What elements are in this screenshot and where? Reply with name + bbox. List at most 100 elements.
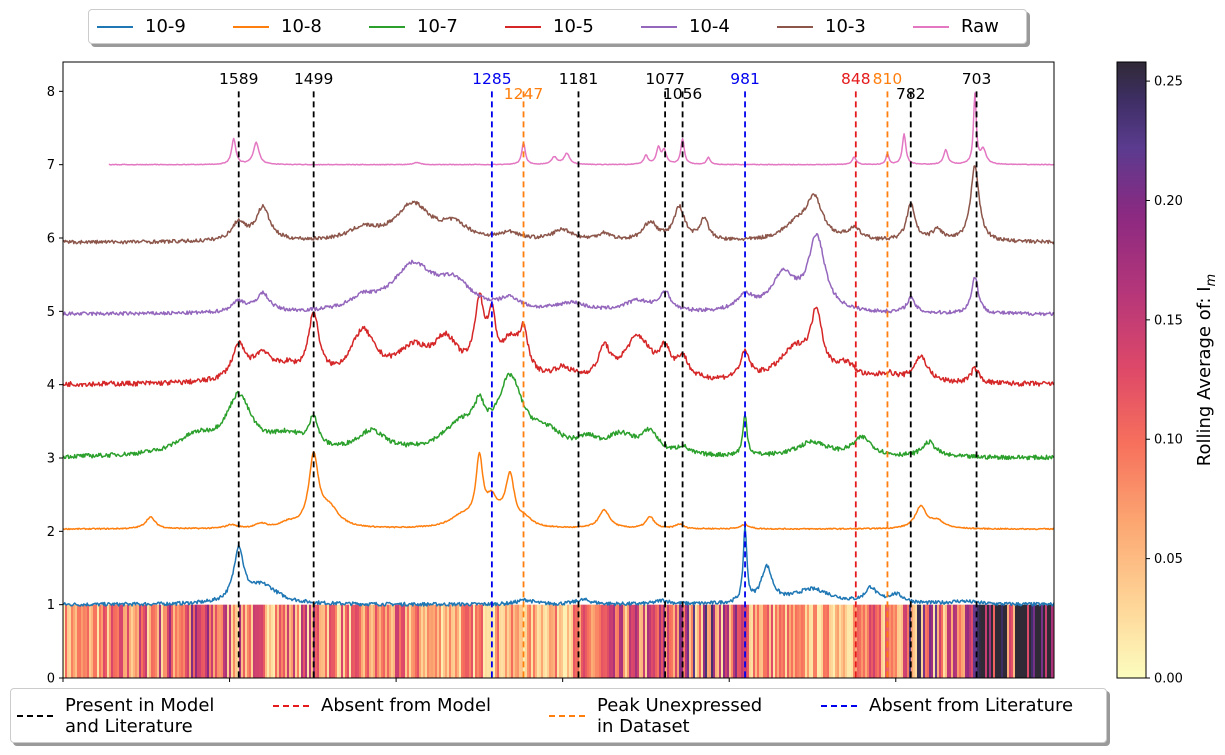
heatmap-cell (939, 604, 942, 678)
heatmap-cell (323, 604, 326, 678)
heatmap-cell (73, 604, 76, 678)
heatmap-cell (877, 604, 880, 678)
legend-swatch (821, 704, 857, 707)
heatmap-cell (189, 604, 192, 678)
heatmap-cell (309, 604, 312, 678)
heatmap-cell (869, 604, 872, 678)
heatmap-cell (113, 604, 116, 678)
heatmap-cell (93, 604, 96, 678)
vline-label-848: 848 (841, 70, 871, 88)
heatmap-cell (391, 604, 394, 678)
heatmap-cell (377, 604, 380, 678)
heatmap-cell (67, 604, 70, 678)
heatmap-cell (641, 604, 644, 678)
heatmap-cell (75, 604, 78, 678)
heatmap-cell (243, 604, 246, 678)
heatmap-cell (1003, 604, 1006, 678)
legend-label: Absent from Model (321, 695, 492, 716)
legend-swatch (777, 25, 813, 28)
heatmap-cell (233, 604, 236, 678)
heatmap-cell (999, 604, 1002, 678)
heatmap-cell (293, 604, 296, 678)
heatmap-cell (361, 604, 364, 678)
heatmap-cell (337, 604, 340, 678)
heatmap-cell (435, 604, 438, 678)
series-line-10-7 (63, 372, 1054, 461)
heatmap-cell (147, 604, 150, 678)
heatmap-cell (307, 604, 310, 678)
heatmap-cell (319, 604, 322, 678)
heatmap-cell (961, 604, 964, 678)
heatmap-cell (595, 604, 598, 678)
heatmap-cell (799, 604, 802, 678)
heatmap-cell (325, 604, 328, 678)
heatmap-cell (849, 604, 852, 678)
heatmap-cell (115, 604, 118, 678)
heatmap-cell (699, 604, 702, 678)
heatmap-cell (483, 604, 486, 678)
heatmap-cell (1041, 604, 1044, 678)
legend-label: Absent from Literature (869, 695, 1074, 716)
heatmap-cell (997, 604, 1000, 678)
heatmap-cell (921, 604, 924, 678)
series-line-Raw (108, 92, 1054, 166)
heatmap-cell (103, 604, 106, 678)
heatmap-cell (935, 604, 938, 678)
heatmap-cell (881, 604, 884, 678)
heatmap-cell (443, 604, 446, 678)
y-tick-label: 5 (47, 305, 55, 320)
heatmap-cell (217, 604, 220, 678)
heatmap-cell (803, 604, 806, 678)
heatmap-cell (201, 604, 204, 678)
heatmap-cell (783, 604, 786, 678)
heatmap-cell (263, 604, 266, 678)
heatmap-cell (959, 604, 962, 678)
heatmap-cell (471, 604, 474, 678)
legend-swatch (273, 704, 309, 707)
heatmap-cell (763, 604, 766, 678)
heatmap-cell (141, 604, 144, 678)
colorbar-tick-label: 0.15 (1154, 313, 1183, 328)
heatmap-cell (91, 604, 94, 678)
heatmap-cell (575, 604, 578, 678)
heatmap-cell (415, 604, 418, 678)
heatmap-cell (807, 604, 810, 678)
heatmap-cell (1033, 604, 1036, 678)
heatmap-cell (277, 604, 280, 678)
y-tick-label: 8 (47, 85, 55, 100)
heatmap-cell (373, 604, 376, 678)
heatmap-cell (717, 604, 720, 678)
heatmap-cell (209, 604, 212, 678)
heatmap-cell (329, 604, 332, 678)
heatmap-cell (753, 604, 756, 678)
heatmap-cell (741, 604, 744, 678)
vline-label-1077: 1077 (645, 70, 684, 88)
heatmap-cell (157, 604, 160, 678)
heatmap-cell (371, 604, 374, 678)
heatmap-cell (947, 604, 950, 678)
heatmap-cell (571, 604, 574, 678)
heatmap-cell (331, 604, 334, 678)
heatmap-cell (1037, 604, 1040, 678)
heatmap-cell (459, 604, 462, 678)
heatmap-cell (933, 604, 936, 678)
heatmap-cell (317, 604, 320, 678)
heatmap-cell (985, 604, 988, 678)
heatmap-cell (433, 604, 436, 678)
heatmap-cell (353, 604, 356, 678)
heatmap-cell (69, 604, 72, 678)
heatmap-cell (481, 604, 484, 678)
heatmap-cell (511, 604, 514, 678)
heatmap-cell (825, 604, 828, 678)
heatmap-cell (1023, 604, 1026, 678)
heatmap-cell (203, 604, 206, 678)
heatmap-cell (747, 604, 750, 678)
heatmap-cell (469, 604, 472, 678)
heatmap-cell (587, 604, 590, 678)
heatmap-cell (193, 604, 196, 678)
heatmap-cell (333, 604, 336, 678)
heatmap-cell (619, 604, 622, 678)
heatmap-cell (565, 604, 568, 678)
heatmap-cell (713, 604, 716, 678)
